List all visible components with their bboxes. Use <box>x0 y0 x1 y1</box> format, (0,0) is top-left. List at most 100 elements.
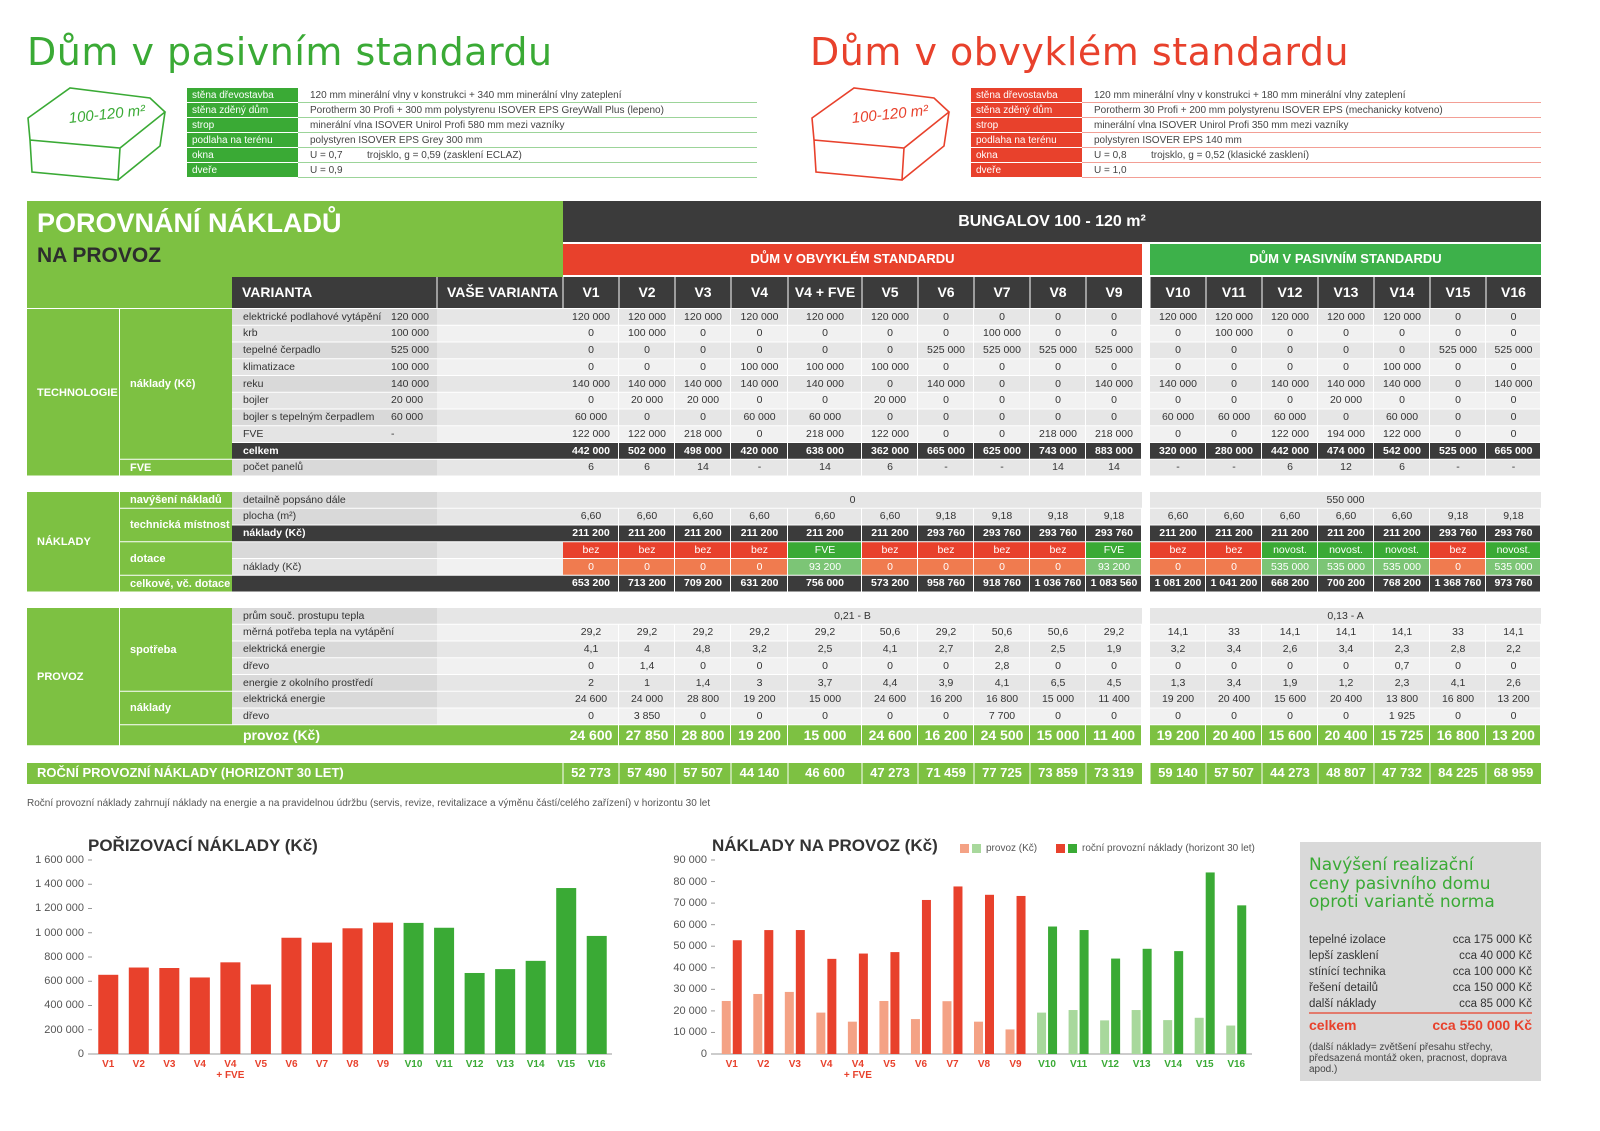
cell-bg <box>232 409 437 426</box>
cell-bg <box>1374 658 1429 674</box>
value-cell: 573 200 <box>871 577 909 590</box>
cell-bg <box>788 342 861 359</box>
bar <box>98 974 119 1054</box>
cell-bg <box>437 575 563 592</box>
cell-bg <box>232 459 437 476</box>
value-cell: 0 <box>1055 377 1061 390</box>
cell-bg <box>918 658 973 674</box>
value-cell: 24 600 <box>569 727 613 744</box>
y-tick-label: 0 <box>77 1047 84 1060</box>
cell-bg <box>918 376 973 392</box>
value-cell: 4,1 <box>583 643 599 656</box>
cell-bg <box>1150 359 1205 375</box>
value-cell: 29,2 <box>935 626 957 639</box>
value-cell: 6,60 <box>1279 510 1301 523</box>
cell-bg <box>563 376 618 392</box>
cell-bg <box>1086 426 1141 442</box>
value-cell: 0 <box>588 560 594 573</box>
group-label-bg <box>120 492 232 508</box>
value-cell: 28 800 <box>686 693 720 706</box>
cell-bg <box>1206 708 1261 725</box>
cell-bg <box>1430 443 1485 459</box>
value-cell: 211 200 <box>684 527 722 540</box>
cell-bg <box>232 691 437 708</box>
cell-bg <box>974 443 1029 459</box>
cell-bg <box>437 525 563 542</box>
side-box-title: Navýšení realizační ceny pasivního domu … <box>1309 855 1495 913</box>
value-cell: 0 <box>1399 327 1405 340</box>
bar <box>1100 1020 1110 1054</box>
bar <box>1068 1010 1078 1054</box>
cell-bg <box>1150 342 1205 359</box>
col-header: V10 <box>1165 283 1191 300</box>
value-cell: 1,9 <box>1106 643 1122 656</box>
x-tick-label: V1 <box>725 1059 738 1070</box>
cell-bg <box>1030 658 1085 674</box>
value-cell: 7 700 <box>988 710 1016 723</box>
value-cell: 24 600 <box>873 693 907 706</box>
x-tick-label: V7 <box>315 1059 329 1070</box>
value-cell: 218 000 <box>684 427 722 440</box>
value-cell: 0 <box>999 360 1005 373</box>
cell-bg <box>974 392 1029 409</box>
spec-value: Porotherm 30 Profi + 200 mm polystyrenu … <box>1094 104 1443 116</box>
cell-bg <box>1086 325 1141 342</box>
cell-bg <box>1486 392 1540 409</box>
x-tick-label: V6 <box>914 1059 928 1070</box>
cell-bg <box>232 426 437 442</box>
value-cell: 9,18 <box>1103 510 1125 523</box>
cell-bg <box>619 525 674 542</box>
cell-bg <box>1486 342 1540 359</box>
cell-bg <box>232 376 437 392</box>
cell-bg <box>1086 675 1141 691</box>
x-tick-label: V9 <box>1009 1059 1022 1070</box>
cell-bg <box>788 392 861 409</box>
cell-bg <box>731 641 787 658</box>
cell-bg <box>437 624 563 641</box>
cell-bg <box>1318 641 1373 658</box>
value-cell: 474 000 <box>1327 444 1365 457</box>
value-cell: 293 760 <box>1494 527 1533 540</box>
value-cell: 0 <box>943 427 949 440</box>
cell-bg <box>1206 342 1261 359</box>
value-cell: 14 <box>697 461 709 474</box>
value-cell: bez <box>694 543 712 556</box>
cell-bg <box>731 542 787 558</box>
cell-bg <box>232 559 437 575</box>
bar <box>1037 1012 1047 1054</box>
x-tick-label: V2 <box>132 1059 145 1070</box>
cell-bg <box>974 426 1029 442</box>
cell-bg <box>1430 459 1485 476</box>
cell-bg <box>1206 392 1261 409</box>
side-item-label: stínící technika <box>1309 965 1386 978</box>
chart-title: NÁKLADY NA PROVOZ (Kč) <box>712 835 938 855</box>
cell-bg <box>1486 624 1540 641</box>
value-cell: 4 <box>644 643 650 656</box>
cell-bg <box>974 409 1029 426</box>
value-cell: 0 <box>1175 360 1181 373</box>
side-note: (další náklady= zvětšení přesahu střechy… <box>1309 1042 1507 1075</box>
cell-bg <box>1206 559 1261 575</box>
cell-bg <box>862 426 917 442</box>
cell-bg <box>1262 691 1317 708</box>
cell-bg <box>1430 641 1485 658</box>
cell-bg <box>1374 725 1429 746</box>
value-cell: 665 000 <box>1494 444 1533 457</box>
value-cell: 0 <box>1510 659 1517 672</box>
cell-bg <box>1430 376 1485 392</box>
row-label: FVE <box>243 427 264 440</box>
value-cell: 0 <box>1510 327 1517 340</box>
cell-bg <box>788 409 861 426</box>
value-cell: 0 <box>943 710 949 723</box>
bar <box>1111 958 1121 1054</box>
value-cell: 0 <box>644 344 650 357</box>
cell-bg <box>232 392 437 409</box>
cell-bg <box>437 508 563 525</box>
cell-bg <box>1206 525 1261 542</box>
cell-bg <box>1150 641 1205 658</box>
cell-bg <box>1150 725 1205 746</box>
value-cell: 0 <box>943 394 949 407</box>
cell-bg <box>1262 725 1317 746</box>
cell-bg <box>788 426 861 442</box>
value-cell: 0 <box>700 710 706 723</box>
